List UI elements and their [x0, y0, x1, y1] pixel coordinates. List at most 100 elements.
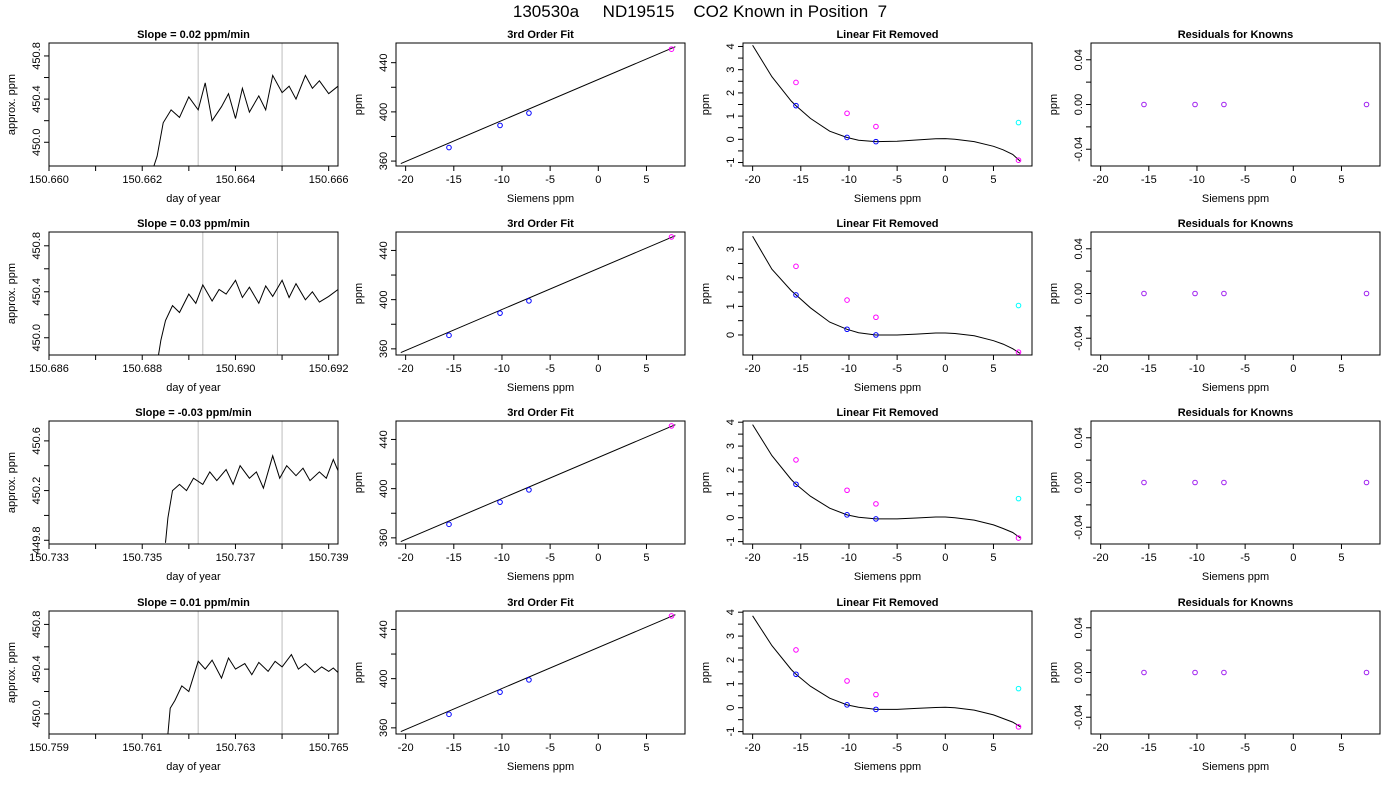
chart-panel-r1c3: Linear Fit Removed-20 -15 -10 -5 0 5-101234Si…	[700, 29, 1033, 205]
plot-frame	[742, 610, 1033, 735]
data-point	[1221, 479, 1227, 486]
x-tick-label: -20	[398, 742, 414, 754]
y-axis-label: ppm	[1048, 472, 1060, 493]
y-tick-label: -0.04	[1073, 137, 1085, 162]
x-tick-label: 150.660	[29, 174, 69, 186]
y-tick-label: 400	[378, 479, 390, 497]
known-point	[1015, 685, 1022, 692]
x-tick-label: 0	[1290, 552, 1296, 564]
chart-title: 3rd Order Fit	[507, 597, 574, 609]
y-tick-label: 0	[725, 515, 737, 521]
data-point	[1363, 101, 1370, 108]
chart-title: Residuals for Knowns	[1178, 218, 1294, 230]
x-tick-label: 5	[1338, 742, 1344, 754]
plot-data	[158, 232, 338, 355]
x-axis-label: Siemens ppm	[1202, 382, 1269, 394]
y-tick-label: 1	[725, 681, 737, 687]
x-tick-label: 5	[990, 174, 996, 186]
x-tick-label: -15	[446, 552, 462, 564]
y-tick-label: 400	[378, 669, 390, 687]
x-tick-label: 5	[990, 363, 996, 375]
chart-title: Slope = -0.03 ppm/min	[135, 407, 252, 419]
x-tick-label: -10	[494, 174, 510, 186]
x-tick-label: -15	[1141, 742, 1157, 754]
x-tick-label: 150.690	[216, 363, 256, 375]
fit-line	[400, 424, 676, 543]
data-point	[1141, 290, 1147, 297]
x-tick-label: 5	[643, 552, 649, 564]
y-axis-label: ppm	[353, 472, 365, 493]
x-tick-label: -20	[745, 363, 761, 375]
x-tick-label: 150.688	[122, 363, 162, 375]
y-tick-label: 0.00	[1073, 283, 1085, 304]
x-tick-label: -20	[745, 742, 761, 754]
y-tick-label: 400	[378, 290, 390, 308]
x-tick-label: 0	[595, 742, 601, 754]
fit-line	[400, 235, 676, 354]
y-axis-label: approx. ppm	[6, 74, 18, 135]
y-axis-label: approx. ppm	[6, 452, 18, 513]
y-tick-label: 0.04	[1073, 427, 1085, 448]
data-point	[1015, 535, 1022, 541]
data-point	[1141, 479, 1147, 486]
data-point	[1221, 101, 1227, 108]
y-tick-label: 2	[725, 275, 737, 281]
chart-panel-r1c1: Slope = 0.02 ppm/min 150.660 150.662 150.66…	[6, 29, 349, 205]
x-tick-label: 0	[942, 742, 948, 754]
chart-title: Slope = 0.02 ppm/min	[137, 29, 250, 41]
plot-frame	[1090, 231, 1381, 356]
data-point	[844, 512, 850, 518]
y-axis-label: approx. ppm	[6, 642, 18, 703]
x-tick-label: 0	[595, 363, 601, 375]
known-point	[873, 123, 879, 130]
chart-panel-r2c2: 3rd Order Fit -20 -15 -10 -5 0 5 360 400 440 Sieme…	[353, 218, 686, 394]
chart-title: Linear Fit Removed	[836, 218, 938, 230]
x-tick-label: -5	[545, 552, 555, 564]
known-point	[1015, 302, 1022, 309]
y-tick-label: 0.00	[1073, 94, 1085, 115]
x-axis-label: Siemens ppm	[1202, 193, 1269, 205]
x-tick-label: 150.739	[309, 552, 349, 564]
y-tick-label: 450.4	[31, 278, 43, 306]
y-tick-label: 450.4	[31, 655, 43, 683]
data-point	[668, 613, 675, 619]
data-point	[844, 134, 850, 141]
y-tick-label: 449.8	[31, 527, 43, 555]
x-tick-label: -15	[793, 363, 809, 375]
y-axis-label: ppm	[353, 283, 365, 304]
y-axis-label: ppm	[700, 472, 712, 493]
x-tick-label: 150.686	[29, 363, 69, 375]
y-tick-label: 3	[725, 443, 737, 449]
chart-title: Residuals for Knowns	[1178, 29, 1294, 41]
x-tick-label: -10	[494, 363, 510, 375]
plot-data	[1141, 479, 1370, 486]
plot-data	[153, 43, 338, 166]
data-point	[1015, 349, 1022, 355]
x-tick-label: 5	[1338, 174, 1344, 186]
y-axis-label: approx. ppm	[6, 263, 18, 324]
plot-frame	[48, 42, 339, 167]
x-tick-label: -5	[1240, 552, 1250, 564]
y-tick-label: 1	[725, 491, 737, 497]
x-tick-label: 5	[990, 552, 996, 564]
y-tick-label: 360	[378, 152, 390, 170]
data-point	[1015, 157, 1022, 163]
x-tick-label: 5	[643, 742, 649, 754]
y-axis-label: ppm	[1048, 662, 1060, 683]
plot-frame	[48, 231, 339, 356]
x-tick-label: -20	[1093, 363, 1109, 375]
x-axis-label: Siemens ppm	[854, 571, 921, 583]
chart-title: 3rd Order Fit	[507, 218, 574, 230]
plot-data	[752, 236, 1022, 355]
known-point	[844, 487, 850, 494]
data-point	[446, 332, 452, 339]
chart-title: Linear Fit Removed	[836, 597, 938, 609]
data-point	[446, 521, 452, 528]
x-tick-label: -10	[841, 552, 857, 564]
y-tick-label: 0	[725, 705, 737, 711]
y-axis-label: ppm	[353, 662, 365, 683]
x-tick-label: -10	[841, 174, 857, 186]
x-tick-label: 150.759	[29, 742, 69, 754]
plot-frame	[395, 231, 686, 356]
